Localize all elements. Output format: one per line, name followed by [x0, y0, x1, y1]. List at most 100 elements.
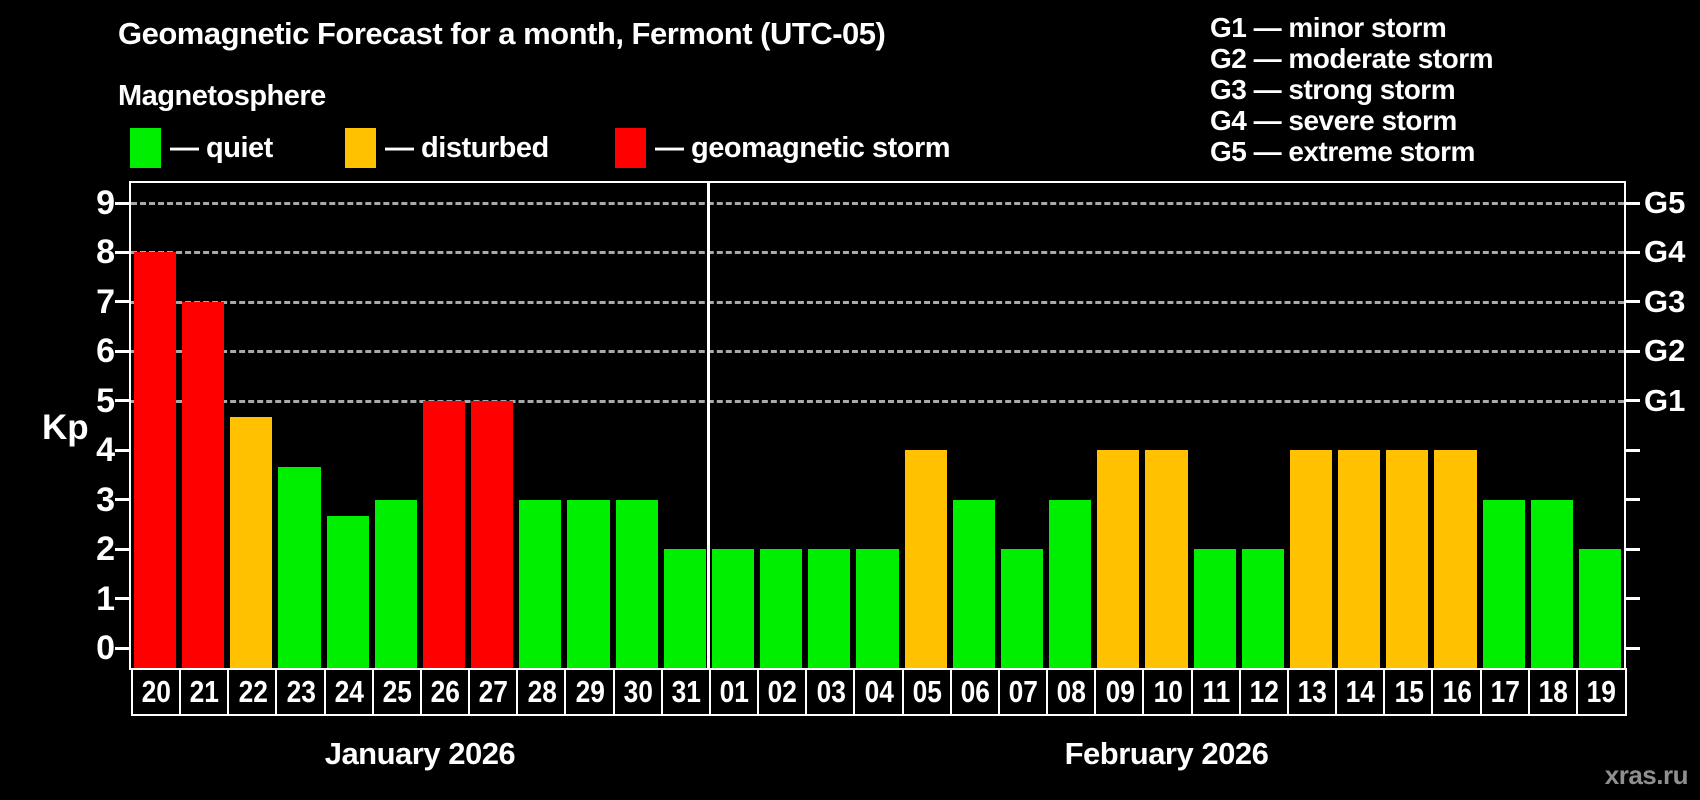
g-scale-item-g4: G4 — severe storm — [1210, 105, 1457, 136]
day-label: 03 — [816, 674, 846, 709]
day-label: 06 — [960, 674, 990, 709]
kp-bar-day-12 — [1241, 549, 1284, 668]
g-scale-item-g3: G3 — strong storm — [1210, 74, 1456, 105]
quiet-color-swatch — [130, 128, 161, 168]
kp-bar-day-18 — [1530, 499, 1573, 668]
kp-bar-day-13 — [1289, 450, 1333, 668]
day-cell-07: 07 — [997, 668, 1050, 716]
g-scale-item-g5: G5 — extreme storm — [1210, 136, 1475, 167]
day-label: 13 — [1297, 674, 1328, 709]
right-axis-tick-9 — [1626, 201, 1640, 205]
kp-bar-day-21 — [182, 301, 225, 668]
left-axis-tick-0 — [115, 646, 129, 650]
kp-bar-day-26 — [422, 400, 466, 668]
right-axis-tick-2 — [1626, 547, 1640, 551]
day-cell-06: 06 — [949, 668, 1001, 716]
page-title: Geomagnetic Forecast for a month, Fermon… — [118, 16, 886, 51]
right-axis-tick-5 — [1626, 399, 1640, 403]
y-tick-label-7: 7 — [96, 282, 115, 321]
day-cell-14: 14 — [1335, 668, 1387, 716]
day-label: 10 — [1153, 674, 1183, 709]
kp-bar-day-23 — [278, 466, 321, 668]
y-tick-label-5: 5 — [96, 381, 115, 420]
day-cell-11: 11 — [1190, 668, 1242, 716]
right-axis-tick-0 — [1626, 646, 1640, 650]
g-scale-item-g2: G2 — moderate storm — [1210, 43, 1494, 74]
y-tick-label-6: 6 — [96, 332, 115, 371]
day-cell-23: 23 — [275, 668, 327, 716]
left-axis-tick-8 — [115, 250, 129, 254]
g-scale-legend: G1 — minor storm G2 — moderate storm G3 — … — [1210, 12, 1494, 167]
day-label: 31 — [671, 674, 701, 709]
day-cell-28: 28 — [516, 668, 568, 716]
day-label: 26 — [430, 674, 461, 709]
right-axis-tick-8 — [1626, 250, 1640, 254]
kp-bar-day-04 — [856, 549, 899, 668]
day-label: 22 — [238, 674, 268, 709]
day-label: 25 — [382, 674, 413, 709]
day-cell-27: 27 — [468, 668, 520, 716]
kp-bar-day-09 — [1097, 450, 1140, 668]
kp-bar-day-25 — [374, 499, 417, 668]
kp-bar-day-20 — [134, 252, 177, 668]
day-label: 14 — [1345, 674, 1376, 709]
kp-bar-day-14 — [1338, 450, 1381, 668]
day-label: 18 — [1538, 674, 1568, 709]
day-label: 24 — [334, 674, 364, 709]
day-label: 21 — [190, 674, 220, 709]
right-axis-tick-4 — [1626, 448, 1640, 452]
day-label: 02 — [768, 674, 798, 709]
day-cell-17: 17 — [1479, 668, 1531, 716]
kp-bar-day-01 — [711, 549, 755, 668]
day-cell-31: 31 — [660, 668, 712, 716]
day-label: 19 — [1586, 674, 1617, 709]
kp-bar-day-30 — [615, 499, 658, 668]
left-axis-tick-5 — [115, 399, 129, 403]
legend-label-storm: — geomagnetic storm — [655, 132, 951, 164]
day-cell-13: 13 — [1286, 668, 1339, 716]
g-tick-label-G1: G1 — [1644, 382, 1686, 418]
day-cell-18: 18 — [1527, 668, 1579, 716]
day-label: 16 — [1442, 674, 1472, 709]
gridline-kp9 — [131, 202, 1624, 206]
day-cell-10: 10 — [1142, 668, 1194, 716]
left-axis-tick-2 — [115, 547, 129, 551]
watermark: xras.ru — [1604, 760, 1689, 790]
gridline-kp6 — [131, 350, 1624, 354]
day-cell-26: 26 — [419, 668, 472, 716]
day-label: 08 — [1056, 674, 1087, 709]
legend-label-disturbed: — disturbed — [385, 132, 549, 164]
kp-bar-day-10 — [1145, 450, 1188, 668]
left-axis-tick-9 — [115, 201, 129, 205]
day-cell-02: 02 — [757, 668, 809, 716]
kp-axis-label: Kp — [42, 408, 89, 447]
day-label: 15 — [1394, 674, 1424, 709]
day-cell-03: 03 — [805, 668, 857, 716]
day-cell-01: 01 — [708, 668, 761, 716]
kp-bar-day-22 — [230, 417, 273, 668]
gridline-kp7 — [131, 300, 1624, 304]
day-cell-16: 16 — [1431, 668, 1483, 716]
day-cell-12: 12 — [1238, 668, 1290, 716]
right-axis-tick-1 — [1626, 597, 1640, 601]
y-tick-label-2: 2 — [96, 530, 115, 569]
day-label: 23 — [286, 674, 316, 709]
kp-bar-day-06 — [952, 499, 995, 668]
right-axis-tick-6 — [1626, 349, 1640, 353]
y-tick-label-1: 1 — [96, 579, 115, 618]
day-label: 28 — [527, 674, 557, 709]
day-label: 01 — [719, 674, 750, 709]
g-tick-label-G5: G5 — [1644, 185, 1686, 221]
storm-color-swatch — [615, 128, 646, 168]
kp-bar-day-03 — [808, 549, 851, 668]
kp-bar-day-27 — [471, 400, 514, 668]
day-cell-30: 30 — [612, 668, 664, 716]
g-tick-label-G3: G3 — [1644, 283, 1686, 319]
day-cell-21: 21 — [179, 668, 231, 716]
kp-bar-day-02 — [760, 549, 803, 668]
day-cell-20: 20 — [131, 668, 183, 716]
magnetosphere-label: Magnetosphere — [118, 80, 326, 112]
day-cell-19: 19 — [1575, 668, 1627, 716]
kp-bar-day-15 — [1386, 450, 1429, 668]
